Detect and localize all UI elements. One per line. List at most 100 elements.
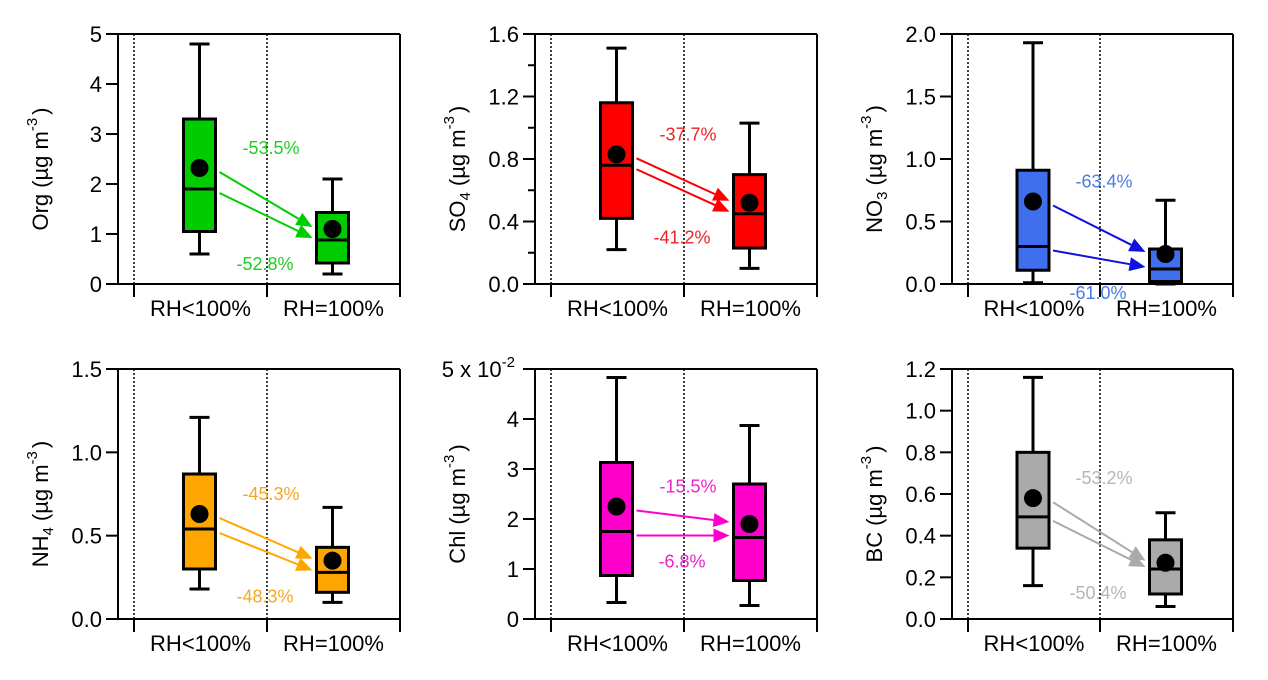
box-rh-100 <box>315 177 350 276</box>
arrow-head <box>295 545 313 559</box>
y-tick-label: 0.0 <box>71 607 102 632</box>
ylabel-unit: (µg m <box>862 469 887 526</box>
mean-change-label: -15.5% <box>659 477 716 497</box>
ylabel-exponent: -3 <box>858 456 875 469</box>
arrow-head <box>295 212 313 227</box>
y-tick-label: 1.0 <box>71 440 102 465</box>
mean-change-arrow <box>218 171 313 227</box>
mean-change-arrow <box>636 509 730 527</box>
ylabel-unit: (µg m <box>28 131 53 188</box>
median-change-label: -41.2% <box>653 228 710 248</box>
ylabel-subscript: 3 <box>874 192 891 200</box>
x-category-label: RH<100% <box>150 631 251 656</box>
mean-change-label: -45.3% <box>242 484 299 504</box>
box-rh-below-100 <box>182 415 217 591</box>
ylabel-exponent: -3 <box>441 455 458 468</box>
y-tick-label: 1 <box>507 557 519 582</box>
median-change-label: -50.4% <box>1069 583 1126 603</box>
y-tick-label: 1.0 <box>905 399 936 424</box>
y-scale-label: 5 x 10-2 <box>442 354 515 382</box>
arrow-head <box>1128 238 1146 252</box>
mean-change-arrow <box>219 517 313 559</box>
mean-marker <box>607 497 626 516</box>
y-tick-label: 1.2 <box>488 85 519 110</box>
y-tick-label: 1.5 <box>905 85 936 110</box>
arrow-shaft <box>636 168 716 206</box>
arrow-shaft <box>1052 204 1132 246</box>
mean-change-label: -53.5% <box>242 138 299 158</box>
median-change-label: -6.8% <box>658 552 705 572</box>
ylabel-close-paren: ) <box>862 105 887 112</box>
y-tick-label: 2 <box>507 507 519 532</box>
arrow-shaft <box>1052 249 1130 266</box>
y-axis-label: NH4 (µg m-3) <box>24 441 57 567</box>
y-tick-label: 1.5 <box>71 357 102 382</box>
box-rh-100 <box>732 121 767 270</box>
y-tick-label: 3 <box>507 457 519 482</box>
ylabel-species: Chl <box>445 531 470 564</box>
median-change-arrow <box>219 532 313 571</box>
ylabel-close-paren: ) <box>445 106 470 113</box>
median-change-arrow <box>636 528 730 543</box>
y-axis-label: NO3 (µg m-3) <box>858 105 891 233</box>
box-rh-100 <box>1148 198 1183 286</box>
box-rh-below-100 <box>1015 41 1051 285</box>
panel-bc: 0.0 0.2 0.4 0.6 0.8 1.0 1.2 BC (µg m-3) RH<100% RH… <box>858 357 1234 656</box>
x-category-label: RH=100% <box>700 296 801 321</box>
ylabel-species: NH <box>28 535 53 567</box>
box-rh-below-100 <box>182 42 217 256</box>
y-tick-label: 0.4 <box>905 524 936 549</box>
mean-change-arrow <box>636 157 730 201</box>
median-change-label: -52.8% <box>236 254 293 274</box>
arrow-head <box>712 513 730 527</box>
mean-marker <box>1156 553 1175 572</box>
arrow-shaft <box>219 192 299 232</box>
x-category-label: RH<100% <box>984 296 1085 321</box>
panel-so4: 0.0 0.4 0.8 1.2 1.6 SO4 (µg m-3) RH<100% RH=100%… <box>441 22 818 321</box>
y-tick-label: 5 <box>90 22 102 47</box>
x-category-label: RH=100% <box>1116 631 1217 656</box>
y-tick-label: 0.0 <box>905 607 936 632</box>
arrow-head <box>712 187 730 201</box>
mean-marker <box>1024 489 1042 508</box>
arrow-shaft <box>1052 501 1133 554</box>
arrow-shaft <box>636 509 714 522</box>
ylabel-subscript: 4 <box>457 192 474 200</box>
median-change-arrow <box>219 192 313 238</box>
x-category-label: RH<100% <box>984 631 1085 656</box>
x-category-label: RH=100% <box>283 631 384 656</box>
arrow-shaft <box>219 532 299 566</box>
x-category-label: RH<100% <box>567 296 668 321</box>
mean-marker <box>607 145 626 164</box>
mean-marker <box>1024 192 1042 211</box>
y-tick-label: 1 <box>90 222 102 247</box>
mean-change-label: -37.7% <box>659 124 716 144</box>
y-tick-label: 0.8 <box>905 440 936 465</box>
arrow-shaft <box>219 517 299 554</box>
y-tick-label: 2 <box>90 172 102 197</box>
y-tick-label: 0.5 <box>905 210 936 235</box>
ylabel-close-paren: ) <box>445 444 470 451</box>
ylabel-unit: (µg m <box>28 464 53 521</box>
scale-base: 5 x 10 <box>442 357 502 382</box>
arrow-shaft <box>1052 520 1132 561</box>
y-tick-label: 0 <box>90 272 102 297</box>
x-category-label: RH=100% <box>283 296 384 321</box>
iqr-box <box>182 472 217 571</box>
ylabel-species: BC <box>862 532 887 563</box>
ylabel-unit: (µg m <box>445 129 470 186</box>
y-tick-label: 4 <box>507 407 519 432</box>
box-rh-100 <box>1148 511 1183 608</box>
arrow-shaft <box>218 171 300 220</box>
panel-nh4: 0.0 0.5 1.0 1.5 NH4 (µg m-3) RH<100% RH=100% -45… <box>24 357 401 656</box>
box-rh-below-100 <box>599 46 634 252</box>
mean-change-label: -53.2% <box>1075 468 1132 488</box>
ylabel-unit: (µg m <box>445 468 470 525</box>
box-rh-100 <box>732 424 767 607</box>
iqr-box <box>315 545 350 594</box>
y-tick-label: 0.0 <box>905 272 936 297</box>
arrow-head <box>713 528 730 543</box>
arrow-shaft <box>636 157 716 196</box>
ylabel-close-paren: ) <box>28 107 53 114</box>
